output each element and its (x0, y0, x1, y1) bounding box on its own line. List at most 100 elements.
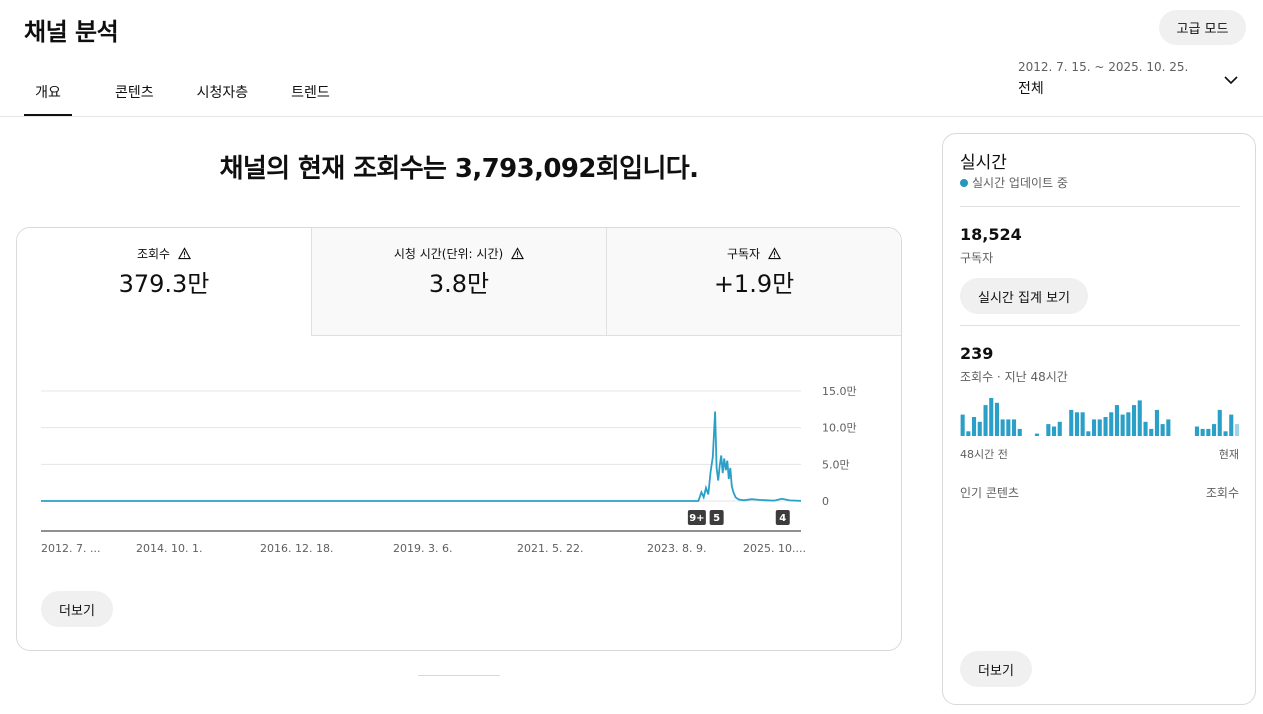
realtime-views-label: 조회수 · 지난 48시간 (960, 370, 1068, 384)
metric-subscribers-value: +1.9만 (713, 270, 795, 298)
tab-bar: 개요 콘텐츠 시청자층 트렌드 (24, 70, 330, 116)
date-range-text: 2012. 7. 15. ~ 2025. 10. 25. (1018, 60, 1189, 74)
annotation-badge (775, 510, 790, 525)
realtime-bar (1154, 409, 1159, 436)
advanced-mode-button[interactable]: 고급 모드 (1159, 10, 1246, 45)
annotation-label: 5 (713, 513, 720, 524)
chevron-down-icon (1224, 76, 1238, 85)
realtime-bar (1166, 419, 1171, 436)
realtime-view-button[interactable]: 실시간 집계 보기 (960, 278, 1088, 314)
realtime-bar (1137, 400, 1142, 436)
y-tick-label: 5.0만 (822, 458, 850, 471)
annotation-label: 9+ (689, 513, 704, 524)
views-chart-svg: 15.0만 10.0만 5.0만 0 2012. 7. ... 2014. 10. 1. 2… (41, 385, 857, 555)
y-tick-label: 15.0만 (822, 385, 857, 398)
metric-views-value: 379.3만 (118, 270, 210, 298)
realtime-bar (972, 417, 977, 436)
metric-tabs: 조회수 379.3만 시청 시간(단위: 시간) 3.8만 구독자 +1.9만 (17, 228, 901, 336)
tab-overview[interactable]: 개요 (24, 70, 72, 116)
realtime-bar (1132, 405, 1137, 436)
realtime-bar (1217, 409, 1222, 436)
realtime-bar (1149, 428, 1154, 436)
metric-watch-time-label: 시청 시간(단위: 시간) (393, 247, 504, 261)
annotation-badge (709, 510, 724, 525)
realtime-bar (1017, 428, 1022, 436)
realtime-bar (1086, 431, 1091, 436)
x-tick-label: 2021. 5. 22. (517, 542, 583, 555)
metric-views[interactable]: 조회수 379.3만 (17, 228, 312, 336)
realtime-bar (977, 421, 982, 436)
live-status: 실시간 업데이트 중 (972, 176, 1068, 190)
date-range-period: 전체 (1018, 81, 1044, 97)
realtime-bar (989, 398, 994, 436)
tab-trends[interactable]: 트렌드 (291, 85, 330, 101)
realtime-bar (1229, 414, 1234, 436)
date-range-picker[interactable]: 2012. 7. 15. ~ 2025. 10. 25. 전체 (1018, 60, 1243, 104)
realtime-bar (1080, 412, 1085, 436)
realtime-bar (1143, 421, 1148, 436)
tab-content[interactable]: 콘텐츠 (115, 85, 154, 101)
realtime-subscribers-label: 구독자 (960, 251, 994, 265)
realtime-bar (1109, 412, 1114, 436)
realtime-bar (1052, 426, 1057, 436)
warning-icon (178, 247, 192, 260)
divider (960, 206, 1240, 207)
realtime-bar (1046, 424, 1051, 436)
realtime-bar (1000, 419, 1005, 436)
realtime-bar (1103, 417, 1108, 436)
overview-card: 조회수 379.3만 시청 시간(단위: 시간) 3.8만 구독자 +1.9만 … (16, 227, 902, 651)
x-tick-label: 2023. 8. 9. (647, 542, 706, 555)
x-tick-label: 2016. 12. 18. (260, 542, 333, 555)
more-button[interactable]: 더보기 (41, 591, 113, 627)
divider (960, 325, 1240, 326)
x-tick-label: 2025. 10.... (743, 542, 806, 555)
header-divider (0, 116, 1263, 117)
realtime-more-button[interactable]: 더보기 (960, 651, 1032, 687)
realtime-bar (1234, 424, 1239, 436)
realtime-bar (1114, 405, 1119, 436)
series-line (41, 411, 802, 502)
metric-subscribers-label: 구독자 (726, 247, 761, 261)
realtime-bar (1092, 419, 1097, 436)
realtime-bar (1057, 421, 1062, 436)
realtime-bar (1223, 431, 1228, 436)
realtime-bar (1120, 414, 1125, 436)
metric-watch-time-value: 3.8만 (428, 270, 490, 298)
realtime-bar (1194, 426, 1199, 436)
realtime-bar (994, 402, 999, 436)
scroll-indicator (418, 675, 500, 676)
realtime-bar (966, 431, 971, 436)
realtime-bar (1097, 419, 1102, 436)
realtime-title: 실시간 (960, 153, 1007, 173)
warning-icon (511, 247, 525, 260)
x-tick-label: 2012. 7. ... (41, 542, 100, 555)
bar-axis-left: 48시간 전 (960, 448, 1008, 461)
realtime-subscribers-value: 18,524 (960, 225, 1022, 244)
page-title: 채널 분석 (24, 18, 119, 46)
realtime-bar (960, 414, 965, 436)
warning-icon (768, 247, 782, 260)
x-tick-label: 2014. 10. 1. (136, 542, 202, 555)
realtime-bar (1074, 412, 1079, 436)
live-dot-icon (960, 178, 968, 187)
realtime-panel: 실시간 실시간 업데이트 중 18,524 구독자 실시간 집계 보기 239 … (942, 133, 1256, 705)
metric-subscribers[interactable]: 구독자 +1.9만 (607, 228, 901, 336)
views-chart: 15.0만 10.0만 5.0만 0 2012. 7. ... 2014. 10. 1. 2… (17, 336, 901, 576)
realtime-bar-chart (960, 398, 1239, 436)
annotation-badge (687, 510, 706, 525)
realtime-bar (1160, 424, 1165, 436)
popular-content-metric: 조회수 (1205, 486, 1239, 500)
realtime-bar (1212, 424, 1217, 436)
realtime-bar (1206, 428, 1211, 436)
realtime-bar (1200, 428, 1205, 436)
headline: 채널의 현재 조회수는 3,793,092회입니다. (219, 154, 699, 184)
realtime-bar (1006, 419, 1011, 436)
annotation-label: 4 (779, 513, 786, 524)
realtime-bar (1034, 433, 1039, 436)
tab-audience[interactable]: 시청자층 (196, 85, 249, 101)
realtime-bar (1126, 412, 1131, 436)
realtime-bar (1069, 409, 1074, 436)
metric-watch-time[interactable]: 시청 시간(단위: 시간) 3.8만 (312, 228, 607, 336)
realtime-views-value: 239 (960, 344, 994, 363)
y-tick-label: 10.0만 (822, 422, 857, 435)
